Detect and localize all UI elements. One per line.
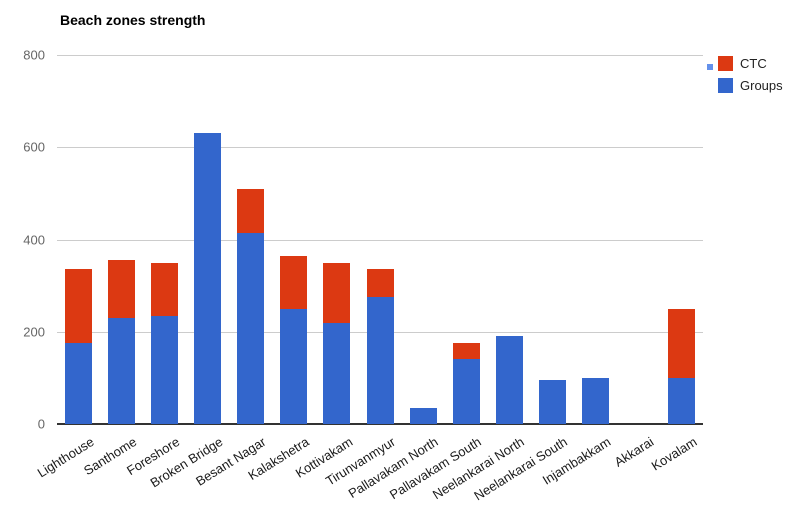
legend-item-label: Groups (740, 78, 783, 93)
gridline-400 (57, 239, 703, 241)
y-tick-label-0: 0 (37, 416, 45, 432)
bar-pallavakam-north-groups[interactable] (409, 407, 437, 424)
bar-kottivakam-ctc[interactable] (323, 262, 351, 323)
groups-swatch-icon (718, 78, 733, 93)
x-axis-line (57, 423, 703, 425)
y-tick-label-400: 400 (23, 232, 45, 247)
legend-item-groups[interactable]: Groups (718, 78, 783, 93)
bar-pallavakam-south-ctc[interactable] (452, 343, 480, 360)
bar-neelankarai-north-groups[interactable] (495, 336, 523, 424)
bar-santhome-groups[interactable] (108, 317, 136, 424)
bar-foreshore-groups[interactable] (151, 315, 179, 424)
y-tick-label-800: 800 (23, 47, 45, 63)
bar-santhome-ctc[interactable] (108, 260, 136, 318)
bar-lighthouse-groups[interactable] (65, 343, 93, 424)
bar-besant-nagar-ctc[interactable] (237, 188, 265, 233)
bar-lighthouse-ctc[interactable] (65, 269, 93, 344)
bar-pallavakam-south-groups[interactable] (452, 359, 480, 424)
bar-kalakshetra-groups[interactable] (280, 308, 308, 424)
legend-indicator (707, 64, 713, 70)
gridline-800 (57, 55, 703, 56)
x-axis-labels: Lighthouse Santhome Foreshore Broken Bridge… (35, 430, 703, 519)
bar-neelankarai-south-groups[interactable] (538, 380, 566, 424)
bar-kalakshetra-ctc[interactable] (280, 255, 308, 309)
chart-title: Beach zones strength (60, 12, 206, 28)
bar-tirunvanmyur-ctc[interactable] (366, 269, 394, 298)
bar-injambakkam-groups[interactable] (581, 377, 609, 424)
ctc-swatch-icon (718, 56, 733, 71)
gridline-600 (57, 147, 703, 149)
legend-item-label: CTC (740, 56, 767, 71)
y-axis: 0 200 400 600 800 (0, 48, 50, 432)
bar-foreshore-ctc[interactable] (151, 262, 179, 316)
bar-broken-bridge-groups[interactable] (194, 133, 222, 424)
y-tick-label-200: 200 (23, 324, 45, 340)
bar-kovalam-ctc[interactable] (667, 308, 695, 378)
x-tick-label-akkarai: Akkarai (611, 434, 657, 470)
bar-besant-nagar-groups[interactable] (237, 232, 265, 424)
bar-kottivakam-groups[interactable] (323, 322, 351, 424)
y-tick-label-600: 600 (23, 139, 45, 155)
legend-item-ctc[interactable]: CTC (718, 56, 783, 71)
bar-kovalam-groups[interactable] (667, 377, 695, 424)
x-tick-label-kovalam: Kovalam (648, 434, 700, 474)
legend: CTC Groups (707, 56, 783, 100)
bar-tirunvanmyur-groups[interactable] (366, 297, 394, 424)
plot-area (57, 55, 703, 425)
